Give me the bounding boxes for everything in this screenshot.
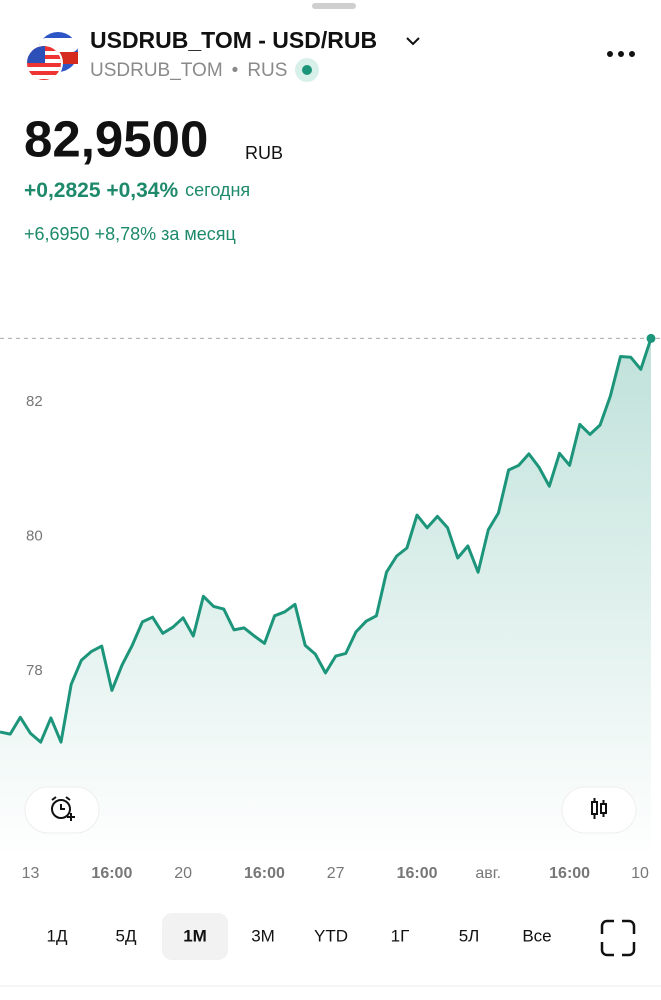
- last-point: [646, 333, 656, 343]
- fullscreen-button[interactable]: [600, 919, 636, 957]
- period-button[interactable]: 1М: [183, 926, 207, 945]
- chart-type-button[interactable]: [561, 786, 637, 834]
- subtitle: USDRUB_TOM • RUS: [90, 60, 287, 81]
- more-menu[interactable]: [607, 51, 635, 57]
- x-tick-label: авг.: [475, 865, 501, 882]
- exchange: RUS: [247, 60, 287, 81]
- price: 82,9500: [24, 110, 208, 167]
- x-tick-label: 16:00: [397, 865, 438, 882]
- x-tick-label: 16:00: [91, 865, 132, 882]
- y-tick-label: 82: [26, 393, 43, 410]
- period-button[interactable]: 5Д: [116, 926, 137, 945]
- period-selected-bg: [162, 913, 228, 960]
- x-tick-label: 16:00: [549, 865, 590, 882]
- currency: RUB: [245, 143, 283, 163]
- x-tick-label: 16:00: [244, 865, 285, 882]
- alert-button[interactable]: [24, 786, 100, 834]
- chart: 78 80 82 13 16:00 20 16:00 27 16:00 авг. 16:00 10: [0, 333, 661, 882]
- status-dot: [302, 65, 312, 75]
- today-change: +0,2825 +0,34% сегодня: [24, 179, 250, 202]
- period-button[interactable]: Все: [522, 926, 551, 945]
- line: [0, 337, 653, 744]
- separator: •: [232, 60, 239, 81]
- ticker: USDRUB_TOM: [90, 60, 223, 81]
- period-button[interactable]: 5Л: [459, 926, 480, 945]
- title: USDRUB_TOM - USD/RUB: [90, 27, 377, 53]
- y-tick-label: 80: [26, 528, 43, 545]
- dropdown-arrow[interactable]: [406, 37, 420, 46]
- x-tick-label: 20: [174, 865, 192, 882]
- month-change: +6,6950 +8,78% за месяц: [24, 224, 236, 244]
- period-button[interactable]: 1Д: [47, 926, 68, 945]
- drag-handle[interactable]: [312, 3, 356, 9]
- period-selector: 1Д 5Д 1М 3М YTD 1Г 5Л Все: [47, 913, 552, 960]
- y-tick-label: 78: [26, 662, 43, 679]
- period-button[interactable]: YTD: [314, 926, 348, 945]
- x-tick-label: 10: [631, 865, 649, 882]
- period-button[interactable]: 1Г: [391, 926, 410, 945]
- x-tick-label: 27: [327, 865, 345, 882]
- period-button[interactable]: 3М: [251, 926, 275, 945]
- today-value: +0,2825 +0,34%: [24, 179, 178, 202]
- today-label: сегодня: [185, 180, 250, 200]
- x-tick-label: 13: [22, 865, 40, 882]
- flag-icon: [25, 32, 78, 82]
- area: [0, 338, 651, 859]
